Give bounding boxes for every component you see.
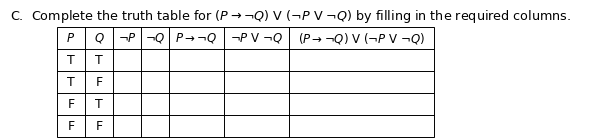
Text: F: F (67, 120, 75, 132)
Text: $P$: $P$ (66, 32, 75, 44)
Text: T: T (67, 75, 75, 89)
Text: T: T (95, 54, 103, 66)
Text: $P \rightarrow \neg Q$: $P \rightarrow \neg Q$ (176, 31, 218, 45)
Bar (57, 27, 434, 137)
Text: T: T (67, 54, 75, 66)
Text: $\neg P$: $\neg P$ (117, 32, 136, 44)
Text: F: F (67, 97, 75, 111)
Text: $(P \rightarrow \neg Q)$ V $(\neg P$ V $\neg Q)$: $(P \rightarrow \neg Q)$ V $(\neg P$ V $… (298, 30, 425, 45)
Text: C.  Complete the truth table for $(P \rightarrow \neg Q)$ V $(\neg P$ V $\neg Q): C. Complete the truth table for $(P \rig… (10, 8, 572, 25)
Text: $Q$: $Q$ (94, 31, 105, 45)
Text: $\neg P$ V $\neg Q$: $\neg P$ V $\neg Q$ (230, 31, 283, 45)
Text: F: F (95, 75, 103, 89)
Text: T: T (95, 97, 103, 111)
Text: F: F (95, 120, 103, 132)
Text: $\neg Q$: $\neg Q$ (145, 31, 165, 45)
